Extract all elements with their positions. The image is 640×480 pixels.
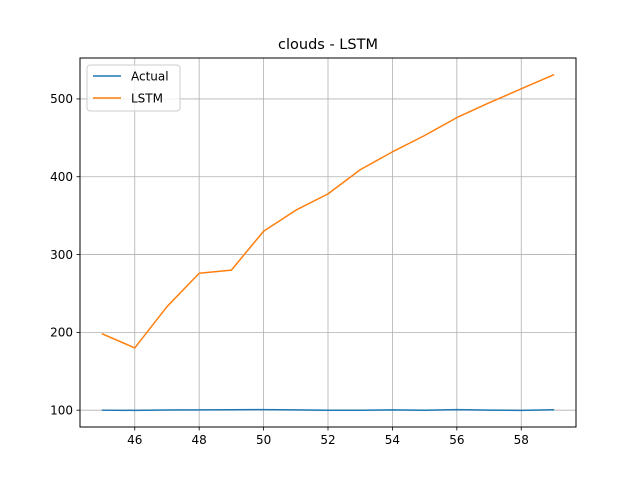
y-tick-label: 200 bbox=[50, 326, 73, 340]
x-tick-label: 50 bbox=[256, 433, 271, 447]
chart-title: clouds - LSTM bbox=[278, 37, 378, 53]
series-line-lstm bbox=[101, 73, 555, 349]
x-tick-label: 54 bbox=[385, 433, 400, 447]
series-line-actual bbox=[101, 408, 555, 412]
y-tick-label: 300 bbox=[50, 248, 73, 262]
legend: Actual LSTM bbox=[86, 64, 181, 112]
x-tick-label: 56 bbox=[449, 433, 464, 447]
series-lines bbox=[101, 73, 555, 412]
legend-label-actual: Actual bbox=[131, 70, 169, 84]
x-tick-label: 46 bbox=[127, 433, 142, 447]
y-tick-label: 100 bbox=[50, 403, 73, 417]
x-tick-label: 48 bbox=[192, 433, 207, 447]
y-axis: 100 200 300 400 500 bbox=[50, 92, 80, 417]
y-tick-label: 500 bbox=[50, 92, 73, 106]
x-tick-label: 52 bbox=[320, 433, 335, 447]
x-tick-label: 58 bbox=[514, 433, 529, 447]
legend-label-lstm: LSTM bbox=[131, 92, 163, 106]
x-axis: 46 48 50 52 54 56 58 bbox=[127, 427, 529, 447]
y-tick-label: 400 bbox=[50, 170, 73, 184]
